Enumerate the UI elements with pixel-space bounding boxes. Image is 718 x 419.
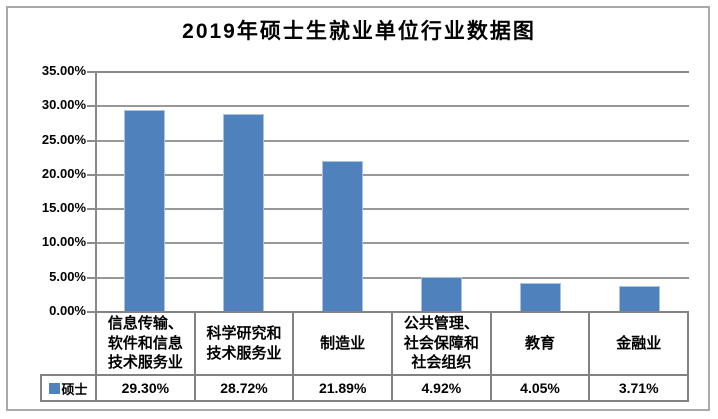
category-header-row: 信息传输、 软件和信息 技术服务业 科学研究和 技术服务业 制造业 公共管理、 社会保… bbox=[95, 311, 689, 376]
gridline bbox=[95, 277, 689, 279]
y-axis-tick bbox=[87, 105, 95, 107]
y-axis-tick bbox=[87, 140, 95, 142]
y-axis-tick bbox=[87, 311, 95, 313]
y-axis-tick bbox=[87, 208, 95, 210]
data-table-value-row: 硕士 29.30% 28.72% 21.89% 4.92% 4.05% 3.71% bbox=[40, 374, 689, 402]
gridline bbox=[95, 208, 689, 210]
plot-area bbox=[87, 71, 689, 313]
value-cell: 4.05% bbox=[489, 376, 589, 400]
y-axis-tick-label: 5.00% bbox=[49, 268, 86, 284]
y-axis-tick bbox=[87, 242, 95, 244]
y-axis-tick-label: 30.00% bbox=[41, 97, 86, 113]
y-axis-line bbox=[95, 71, 97, 311]
gridline bbox=[95, 242, 689, 244]
y-axis-tick-label: 35.00% bbox=[41, 63, 86, 78]
category-cell: 公共管理、 社会保障和 社会组织 bbox=[391, 313, 490, 374]
value-cell: 29.30% bbox=[95, 376, 194, 400]
plot-top-border bbox=[95, 71, 689, 73]
bar bbox=[223, 114, 264, 311]
category-cell: 教育 bbox=[489, 313, 589, 374]
category-cell: 信息传输、 软件和信息 技术服务业 bbox=[107, 315, 183, 372]
gridline bbox=[95, 105, 689, 107]
y-axis-tick-label: 10.00% bbox=[41, 234, 86, 250]
legend-cell: 硕士 bbox=[42, 376, 95, 400]
bar bbox=[520, 283, 561, 311]
y-axis-tick-label: 25.00% bbox=[41, 131, 86, 147]
value-cell: 3.71% bbox=[588, 376, 687, 400]
gridline bbox=[95, 140, 689, 142]
y-axis-tick bbox=[87, 174, 95, 176]
y-axis-tick bbox=[87, 71, 95, 73]
y-axis-tick bbox=[87, 277, 95, 279]
category-cell: 科学研究和 技术服务业 bbox=[193, 313, 293, 374]
category-cell: 金融业 bbox=[588, 313, 687, 374]
bar bbox=[421, 277, 462, 311]
value-cell: 4.92% bbox=[391, 376, 490, 400]
y-axis-tick-label: 20.00% bbox=[41, 165, 86, 181]
legend-marker-icon bbox=[49, 382, 61, 394]
y-axis-tick-label: 0.00% bbox=[49, 303, 86, 318]
bar bbox=[619, 286, 660, 311]
value-cell: 28.72% bbox=[193, 376, 293, 400]
value-cell: 21.89% bbox=[292, 376, 391, 400]
y-axis-tick-label: 15.00% bbox=[41, 200, 86, 216]
bar bbox=[322, 161, 363, 311]
category-cell: 制造业 bbox=[292, 313, 391, 374]
chart-title: 2019年硕士生就业单位行业数据图 bbox=[182, 20, 536, 43]
gridline bbox=[95, 174, 689, 176]
bar bbox=[124, 110, 165, 311]
chart-border bbox=[6, 6, 710, 411]
legend-label: 硕士 bbox=[61, 381, 88, 397]
